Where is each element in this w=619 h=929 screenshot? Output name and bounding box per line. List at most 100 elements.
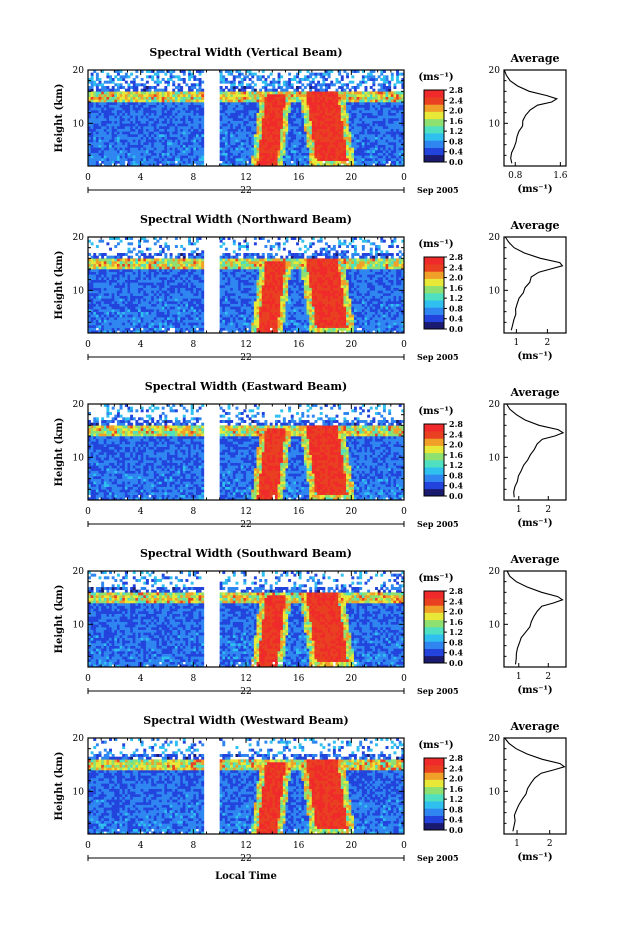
heatmap-cell	[317, 139, 321, 143]
heatmap-cell	[195, 128, 199, 132]
heatmap-cell	[282, 163, 286, 167]
heatmap-cell	[290, 152, 294, 156]
panel-title: Spectral Width (Northward Beam)	[140, 213, 352, 226]
heatmap-cell	[372, 160, 376, 164]
heatmap-cell	[138, 317, 141, 320]
heatmap-cell	[180, 104, 184, 108]
heatmap-cell	[148, 253, 152, 256]
heatmap-cell	[288, 160, 292, 164]
heatmap-cell	[109, 301, 112, 304]
colorbar-swatch	[424, 147, 444, 156]
heatmap-cell	[309, 94, 313, 97]
heatmap-cell	[132, 155, 136, 159]
heatmap-cell	[98, 287, 102, 291]
heatmap-cell	[285, 142, 289, 145]
heatmap-cell	[343, 123, 347, 127]
heatmap-cell	[159, 245, 163, 248]
heatmap-cell	[327, 128, 331, 132]
heatmap-cell	[109, 309, 112, 312]
heatmap-cell	[388, 104, 392, 108]
heatmap-cell	[261, 136, 265, 140]
heatmap-cell	[93, 282, 97, 286]
heatmap-cell	[332, 160, 336, 164]
heatmap-cell	[164, 261, 168, 264]
heatmap-cell	[88, 322, 91, 326]
heatmap-cell	[130, 314, 134, 318]
heatmap-cell	[101, 285, 105, 288]
heatmap-cell	[177, 325, 181, 328]
heatmap-cell	[356, 155, 360, 159]
heatmap-cell	[174, 263, 178, 267]
heatmap-cell	[240, 131, 244, 135]
heatmap-cell	[301, 88, 305, 92]
heatmap-cell	[132, 247, 136, 251]
heatmap-cell	[145, 118, 149, 121]
heatmap-cell	[159, 317, 163, 320]
heatmap-cell	[153, 139, 157, 143]
heatmap-cell	[116, 263, 120, 267]
heatmap-cell	[390, 126, 394, 129]
heatmap-cell	[182, 271, 186, 275]
heatmap-cell	[145, 303, 149, 307]
heatmap-cell	[167, 160, 170, 164]
heatmap-cell	[382, 123, 386, 127]
heatmap-cell	[114, 309, 118, 312]
heatmap-cell	[377, 139, 381, 143]
heatmap-cell	[185, 136, 189, 140]
heatmap-cell	[111, 295, 115, 299]
heatmap-cell	[88, 128, 91, 132]
heatmap-cell	[111, 88, 115, 92]
heatmap-cell	[327, 107, 331, 111]
heatmap-cell	[124, 72, 128, 76]
heatmap-cell	[385, 126, 389, 129]
heatmap-cell	[401, 131, 405, 135]
heatmap-cell	[95, 317, 99, 320]
heatmap-cell	[174, 314, 178, 318]
heatmap-cell	[111, 309, 115, 312]
heatmap-cell	[319, 144, 323, 148]
heatmap-cell	[127, 75, 131, 79]
heatmap-cell	[267, 128, 270, 132]
heatmap-cell	[240, 152, 244, 156]
heatmap-cell	[361, 160, 365, 164]
heatmap-cell	[322, 91, 326, 95]
heatmap-cell	[124, 139, 128, 143]
heatmap-cell	[140, 150, 144, 153]
heatmap-cell	[185, 115, 189, 119]
heatmap-cell	[340, 139, 344, 143]
heatmap-cell	[138, 327, 141, 331]
heatmap-cell	[390, 118, 394, 121]
heatmap-cell	[88, 253, 91, 256]
heatmap-cell	[177, 293, 181, 296]
heatmap-cell	[177, 136, 181, 140]
heatmap-cell	[359, 136, 363, 140]
heatmap-cell	[238, 94, 242, 97]
heatmap-cell	[127, 290, 131, 294]
heatmap-cell	[122, 290, 126, 294]
heatmap-cell	[198, 144, 202, 148]
heatmap-cell	[285, 155, 289, 159]
heatmap-cell	[222, 126, 226, 129]
heatmap-cell	[369, 120, 373, 124]
heatmap-cell	[332, 155, 336, 159]
heatmap-cell	[224, 115, 228, 119]
heatmap-cell	[309, 160, 313, 164]
heatmap-cell	[111, 91, 115, 95]
heatmap-cell	[190, 303, 194, 307]
heatmap-cell	[253, 134, 257, 137]
heatmap-cell	[303, 75, 307, 79]
heatmap-cell	[111, 78, 115, 81]
heatmap-cell	[98, 78, 102, 81]
heatmap-cell	[114, 330, 118, 334]
heatmap-cell	[169, 314, 173, 318]
heatmap-cell	[314, 150, 318, 153]
heatmap-cell	[314, 118, 318, 121]
heatmap-cell	[298, 99, 302, 103]
heatmap-cell	[98, 266, 102, 270]
heatmap-cell	[377, 160, 381, 164]
heatmap-cell	[301, 123, 305, 127]
heatmap-cell	[90, 282, 94, 286]
heatmap-cell	[293, 120, 297, 124]
heatmap-cell	[174, 327, 178, 331]
heatmap-cell	[148, 128, 152, 132]
